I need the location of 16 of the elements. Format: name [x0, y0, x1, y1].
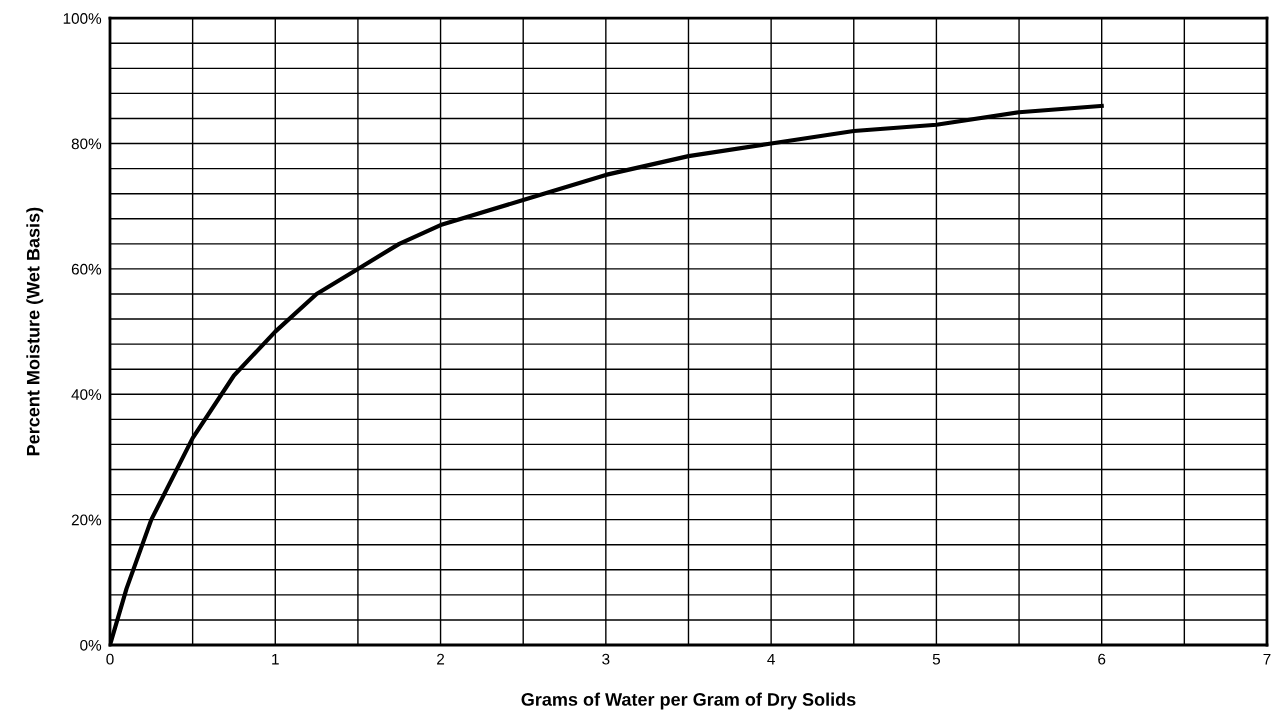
x-tick-label: 6 — [1098, 653, 1106, 665]
y-tick-label: 0% — [80, 639, 102, 651]
y-tick-label: 60% — [71, 263, 102, 275]
x-tick-label: 1 — [272, 653, 279, 665]
y-tick-label: 40% — [71, 389, 102, 400]
y-tick-label: 80% — [71, 138, 102, 150]
x-tick-label: 4 — [767, 653, 775, 665]
y-tick-label: 20% — [71, 514, 102, 526]
y-axis-title: Percent Moisture (Wet Basis) — [26, 207, 44, 456]
x-tick-label: 0 — [106, 653, 114, 665]
x-tick-label: 3 — [602, 653, 610, 665]
x-tick-label: 7 — [1263, 653, 1271, 665]
x-tick-label: 2 — [437, 653, 445, 665]
x-axis-title: Grams of Water per Gram of Dry Solids — [521, 692, 856, 710]
y-tick-label: 100% — [63, 13, 102, 24]
x-tick-label: 5 — [932, 653, 941, 665]
